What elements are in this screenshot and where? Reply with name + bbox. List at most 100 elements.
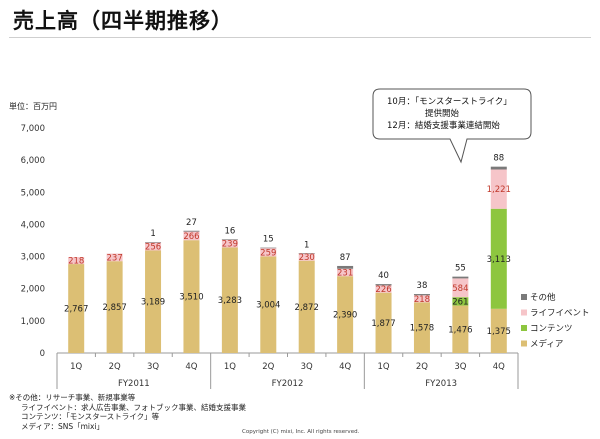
data-label: 40 bbox=[378, 271, 389, 281]
data-label: 38 bbox=[417, 281, 428, 291]
bar-segment bbox=[68, 257, 85, 265]
data-label: 230 bbox=[299, 253, 315, 263]
bar-segment bbox=[452, 276, 469, 279]
x-tick-label: 1Q bbox=[70, 362, 82, 372]
data-label: 1,476 bbox=[448, 325, 472, 335]
y-tick-label: 7,000 bbox=[21, 124, 45, 134]
bar-segment bbox=[260, 256, 277, 353]
data-label: 1,221 bbox=[487, 185, 511, 195]
legend-label: その他 bbox=[530, 292, 556, 303]
bar-segment bbox=[298, 260, 315, 353]
x-tick-label: 4Q bbox=[185, 362, 197, 372]
bar-segment bbox=[260, 248, 277, 257]
x-group-label: FY2011 bbox=[118, 379, 150, 389]
callout-box: 10月：「モンスターストライク」 提供開始 12月：結婚支援事業連結開始 bbox=[372, 88, 532, 200]
bar-segment bbox=[260, 247, 277, 249]
data-label: 3,004 bbox=[256, 301, 280, 311]
x-group-label: FY2013 bbox=[425, 379, 457, 389]
callout-line-3: 12月：結婚支援事業連結開始 bbox=[387, 121, 500, 131]
bar-segment bbox=[337, 265, 354, 269]
data-label: 266 bbox=[183, 232, 199, 242]
footnote-other: ※その他：リサーチ事業、新規事業等 bbox=[9, 393, 136, 402]
data-label: 1,375 bbox=[487, 327, 511, 337]
bar-segment bbox=[452, 278, 469, 298]
bar-segment bbox=[490, 166, 507, 170]
copyright: Copyright (C) mixi, Inc. All rights rese… bbox=[242, 429, 360, 435]
bar-segment bbox=[413, 294, 430, 296]
bar-segment bbox=[145, 242, 162, 251]
bar-segment bbox=[413, 295, 430, 303]
footnotes: ※その他：リサーチ事業、新規事業等 ライフイベント：求人広告事業、フォトブック事… bbox=[9, 393, 246, 431]
y-tick-label: 1,000 bbox=[21, 317, 45, 327]
data-label: 2,767 bbox=[64, 305, 88, 315]
chart-bars bbox=[68, 166, 507, 353]
bar-segment bbox=[337, 268, 354, 277]
bar-segment bbox=[298, 253, 315, 254]
x-tick-label: 2Q bbox=[262, 362, 274, 372]
bar-segment bbox=[375, 284, 392, 286]
data-label: 2,390 bbox=[333, 311, 357, 321]
x-tick-label: 2Q bbox=[416, 362, 428, 372]
y-tick-label: 4,000 bbox=[21, 220, 45, 230]
data-label: 27 bbox=[186, 218, 197, 228]
bar-segment bbox=[221, 239, 238, 240]
x-tick-label: 1Q bbox=[224, 362, 236, 372]
data-label: 55 bbox=[455, 264, 466, 274]
bar-segment bbox=[145, 242, 162, 243]
footnote-life-event: ライフイベント：求人広告事業、フォトブック事業、結婚支援事業 bbox=[21, 402, 246, 412]
chart-data-labels: 2,767 218 2,857 237 3,189 256 1 3,510 266 27 3,283… bbox=[64, 154, 511, 337]
bar-segment bbox=[183, 230, 200, 232]
x-tick-label: 2Q bbox=[109, 362, 121, 372]
bar-segment bbox=[221, 239, 238, 248]
data-label: 218 bbox=[68, 257, 84, 267]
y-tick-label: 5,000 bbox=[21, 188, 45, 198]
bar-segment bbox=[452, 297, 469, 306]
data-label: 261 bbox=[452, 297, 468, 307]
data-label: 1,578 bbox=[410, 324, 434, 334]
data-label: 256 bbox=[145, 242, 161, 252]
data-label: 2,872 bbox=[295, 303, 319, 313]
data-label: 259 bbox=[260, 248, 276, 258]
title-divider bbox=[9, 37, 591, 38]
data-label: 3,283 bbox=[218, 296, 242, 306]
data-label: 1 bbox=[150, 229, 155, 239]
bar-segment bbox=[490, 169, 507, 209]
y-tick-label: 2,000 bbox=[21, 285, 45, 295]
y-tick-label: 0 bbox=[40, 349, 45, 359]
data-label: 3,189 bbox=[141, 298, 165, 308]
bar-segment bbox=[490, 208, 507, 309]
x-tick-label: 3Q bbox=[147, 362, 159, 372]
x-tick-label: 4Q bbox=[493, 362, 505, 372]
unit-label: 単位：百万円 bbox=[9, 102, 57, 111]
bar-segment bbox=[145, 250, 162, 353]
bar-segment bbox=[298, 253, 315, 261]
bar-segment bbox=[221, 247, 238, 353]
callout-line-1: 10月：「モンスターストライク」 bbox=[387, 97, 512, 107]
data-label: 226 bbox=[375, 285, 391, 295]
legend-label: メディア bbox=[530, 339, 563, 350]
data-label: 3,113 bbox=[487, 255, 511, 265]
data-label: 2,857 bbox=[102, 303, 126, 313]
bar-segment bbox=[452, 305, 469, 353]
x-group-label: FY2012 bbox=[272, 379, 304, 389]
data-label: 3,510 bbox=[179, 293, 203, 303]
legend-swatch bbox=[521, 340, 527, 347]
bar-segment bbox=[413, 302, 430, 353]
y-tick-label: 3,000 bbox=[21, 253, 45, 263]
x-tick-label: 1Q bbox=[377, 362, 389, 372]
data-label: 1 bbox=[304, 240, 309, 250]
bar-segment bbox=[490, 308, 507, 353]
data-label: 218 bbox=[414, 295, 430, 305]
legend-label: ライフイベント bbox=[530, 309, 590, 319]
legend-swatch bbox=[521, 309, 527, 316]
x-tick-label: 3Q bbox=[301, 362, 313, 372]
callout-line-2: 提供開始 bbox=[425, 109, 460, 119]
data-label: 237 bbox=[107, 253, 123, 263]
bar-segment bbox=[375, 292, 392, 353]
data-label: 15 bbox=[263, 235, 274, 245]
data-label: 584 bbox=[452, 284, 468, 294]
data-label: 87 bbox=[340, 253, 351, 263]
bar-segment bbox=[337, 276, 354, 353]
